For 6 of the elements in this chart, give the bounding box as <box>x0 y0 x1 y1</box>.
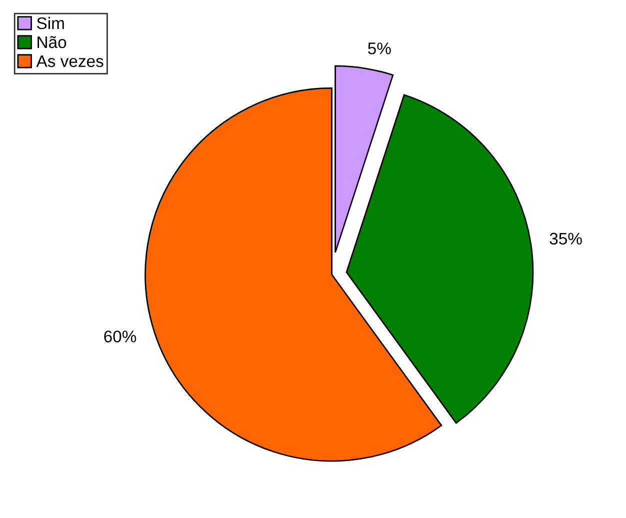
legend-label: As vezes <box>36 55 104 68</box>
data-label: 35% <box>550 232 582 245</box>
data-label: 60% <box>104 330 136 342</box>
legend-label: Sim <box>37 16 64 30</box>
legend-label: Não <box>38 36 66 48</box>
data-label: 5% <box>368 42 391 54</box>
